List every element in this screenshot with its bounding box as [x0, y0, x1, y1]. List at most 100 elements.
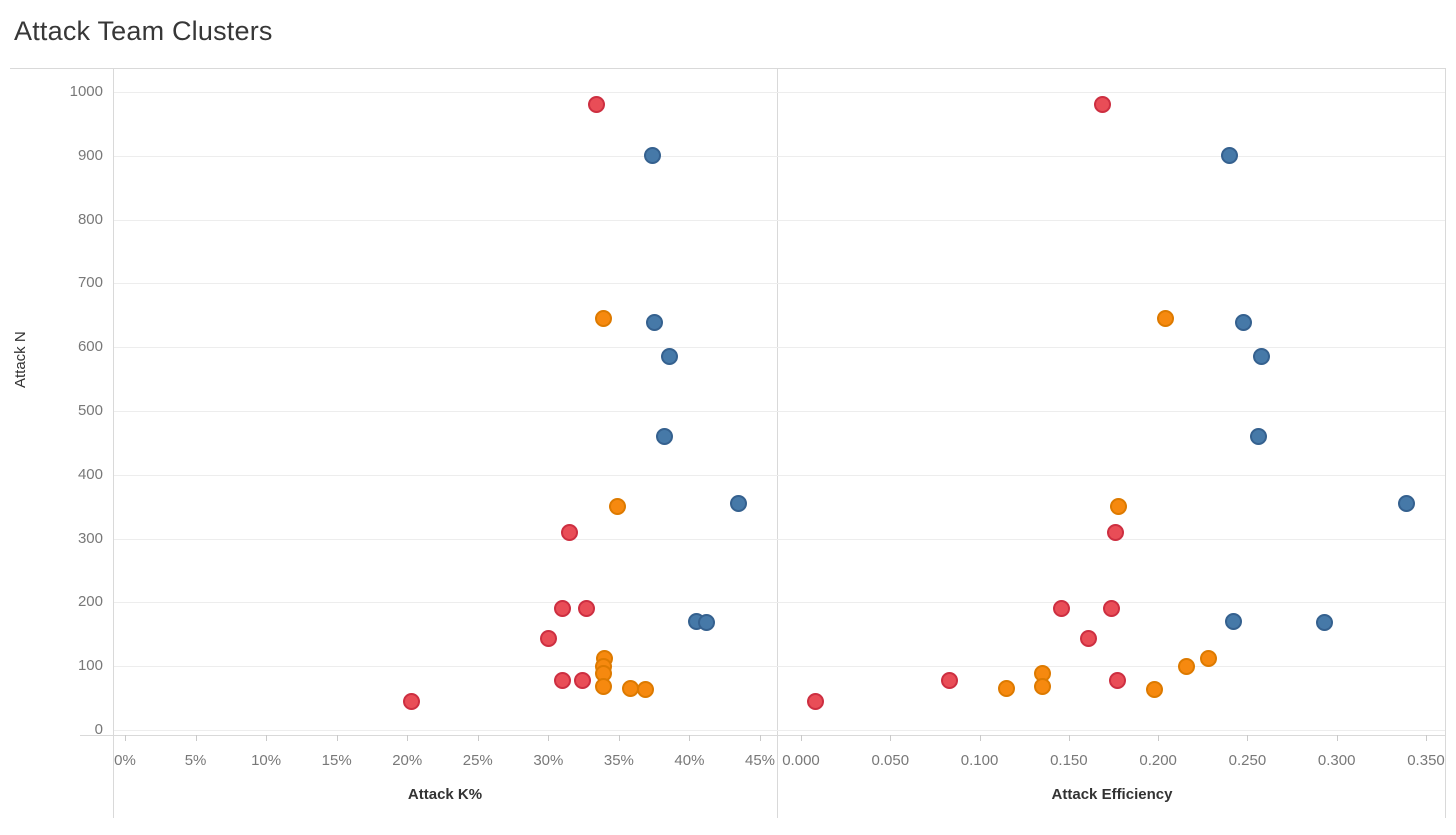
data-point-blue-cluster[interactable]	[1224, 613, 1242, 631]
plot-top-border	[10, 68, 1446, 69]
x-tickmark	[336, 735, 338, 741]
data-point-orange-cluster[interactable]	[1146, 681, 1164, 699]
data-point-red-cluster[interactable]	[940, 671, 958, 689]
x-tickmark	[125, 735, 126, 741]
x-tick-label: 0.300	[1317, 752, 1356, 769]
data-point-red-cluster[interactable]	[577, 600, 595, 618]
data-point-blue-cluster[interactable]	[661, 348, 679, 366]
data-point-blue-cluster[interactable]	[1253, 348, 1271, 366]
x-tickmark	[266, 735, 268, 741]
x-tick-label: 0.100	[960, 752, 999, 769]
data-point-red-cluster[interactable]	[1108, 671, 1126, 689]
x-tick-label: 10%	[251, 752, 282, 769]
y-gridline	[114, 347, 1445, 349]
plot-bottom-axis-line	[80, 735, 1446, 736]
y-gridline	[114, 411, 1445, 412]
y-tick-label: 300	[77, 529, 103, 547]
y-gridline	[114, 538, 1445, 540]
data-point-red-cluster[interactable]	[587, 96, 605, 114]
x-tickmark	[618, 735, 620, 741]
y-gridline	[114, 474, 1445, 476]
data-point-red-cluster[interactable]	[561, 523, 578, 541]
y-gridline	[114, 219, 1445, 221]
data-point-blue-cluster[interactable]	[697, 614, 715, 632]
data-point-red-cluster[interactable]	[553, 600, 571, 618]
y-axis-title: Attack N	[12, 331, 29, 388]
data-point-orange-cluster[interactable]	[997, 680, 1015, 698]
x-tick-label: 0%	[114, 752, 136, 769]
y-tick-label: 600	[77, 338, 103, 356]
data-point-orange-cluster[interactable]	[1156, 309, 1174, 327]
data-point-blue-cluster[interactable]	[644, 147, 662, 165]
y-tick-label: 900	[77, 146, 103, 164]
x-tick-label: 0.350	[1407, 752, 1445, 769]
x-tickmark	[477, 735, 479, 741]
data-point-blue-cluster[interactable]	[730, 495, 748, 512]
data-point-red-cluster[interactable]	[402, 692, 420, 710]
data-point-orange-cluster[interactable]	[1178, 657, 1196, 675]
x-tickmark	[407, 735, 409, 741]
x-axis-title-attack-efficiency: Attack Efficiency	[1051, 786, 1173, 803]
data-point-blue-cluster[interactable]	[1397, 495, 1415, 512]
x-tickmark	[548, 735, 550, 741]
data-point-orange-cluster[interactable]	[594, 309, 612, 327]
data-point-orange-cluster[interactable]	[621, 680, 639, 698]
data-point-orange-cluster[interactable]	[608, 498, 626, 516]
data-point-blue-cluster[interactable]	[655, 428, 673, 446]
data-point-blue-cluster[interactable]	[645, 314, 663, 332]
x-tick-label: 0.050	[871, 752, 910, 769]
x-tickmark	[979, 735, 981, 741]
data-point-orange-cluster[interactable]	[1199, 650, 1217, 668]
y-tick-label: 100	[77, 657, 103, 675]
x-tick-label: 25%	[462, 752, 493, 769]
data-point-blue-cluster[interactable]	[1249, 428, 1267, 446]
x-tick-label: 0.250	[1228, 752, 1267, 769]
x-tick-label: 45%	[744, 752, 776, 769]
y-tick-label: 800	[77, 210, 103, 228]
x-tick-label: 15%	[321, 752, 352, 769]
chart-title: Attack Team Clusters	[14, 16, 273, 46]
y-gridline	[114, 92, 1445, 93]
y-gridline	[114, 283, 1445, 285]
data-point-blue-cluster[interactable]	[1315, 614, 1333, 632]
y-tick-label: 700	[77, 274, 103, 292]
data-point-orange-cluster[interactable]	[1110, 498, 1128, 516]
x-tickmark	[1158, 735, 1160, 741]
x-tickmark	[890, 735, 892, 741]
x-tick-label: 5%	[184, 752, 207, 769]
x-tickmark	[801, 735, 802, 741]
data-point-blue-cluster[interactable]	[1221, 147, 1239, 165]
x-tick-label: 0.150	[1050, 752, 1088, 769]
x-tickmark	[760, 735, 761, 741]
data-point-red-cluster[interactable]	[1103, 600, 1121, 618]
y-tick-label: 1000	[69, 83, 103, 100]
data-point-red-cluster[interactable]	[573, 671, 591, 689]
y-axis-border	[113, 68, 114, 818]
y-tick-label: 200	[77, 593, 103, 611]
x-tickmark	[689, 735, 691, 741]
data-point-red-cluster[interactable]	[539, 630, 557, 648]
data-point-red-cluster[interactable]	[806, 692, 824, 710]
data-point-orange-cluster[interactable]	[637, 681, 655, 699]
data-point-red-cluster[interactable]	[1106, 523, 1124, 541]
x-tickmark	[1247, 735, 1249, 741]
data-point-red-cluster[interactable]	[1053, 600, 1071, 618]
data-point-orange-cluster[interactable]	[1033, 678, 1051, 696]
data-point-orange-cluster[interactable]	[594, 678, 612, 696]
x-tickmark	[1426, 735, 1427, 741]
data-point-red-cluster[interactable]	[1094, 96, 1112, 114]
x-tickmark	[1068, 735, 1070, 741]
data-point-red-cluster[interactable]	[1080, 630, 1097, 648]
x-axis-title-attack-k: Attack K%	[407, 786, 483, 803]
y-tick-label: 0	[94, 721, 103, 738]
data-point-red-cluster[interactable]	[553, 671, 571, 689]
x-tick-label: 20%	[392, 752, 423, 769]
plot-right-border	[1445, 68, 1446, 818]
data-point-blue-cluster[interactable]	[1235, 314, 1253, 332]
y-gridline	[114, 666, 1445, 668]
x-tick-label: 0.200	[1139, 752, 1177, 769]
y-tick-label: 400	[77, 465, 103, 483]
y-gridline	[114, 730, 1445, 731]
y-gridline	[114, 155, 1445, 157]
